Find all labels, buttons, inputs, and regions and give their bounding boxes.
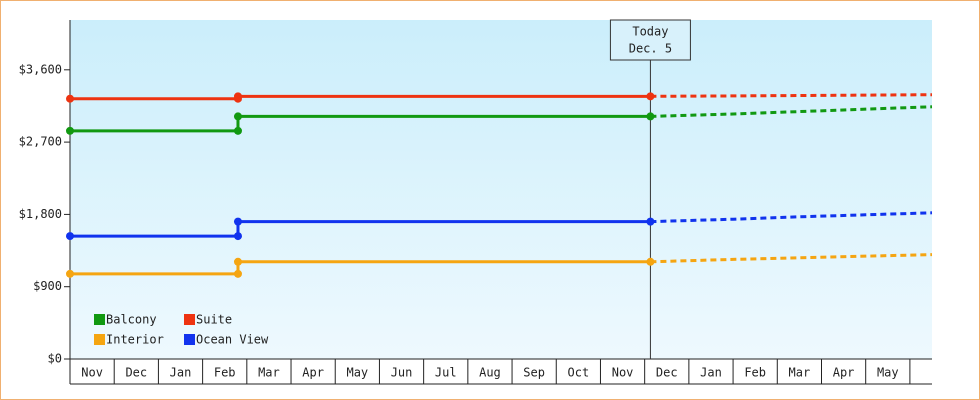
series-line	[70, 260, 651, 276]
legend-label: Ocean View	[196, 333, 269, 347]
x-tick-label: Dec	[656, 366, 678, 380]
point	[646, 112, 655, 121]
point	[233, 112, 242, 121]
x-tick-label: Jul	[435, 366, 457, 380]
x-tick-label: Apr	[833, 366, 855, 380]
x-tick-label: Jan	[170, 366, 192, 380]
y-tick-label: $1,800	[19, 207, 62, 221]
point	[646, 92, 655, 101]
point	[233, 269, 242, 278]
point	[646, 217, 655, 226]
today-label: Today	[632, 25, 668, 39]
y-tick-label: $2,700	[19, 135, 62, 149]
y-tick-label: $3,600	[19, 62, 62, 76]
x-tick-label: May	[877, 366, 899, 380]
legend-swatch	[94, 334, 105, 345]
x-tick-label: Nov	[612, 366, 634, 380]
point	[233, 92, 242, 101]
x-tick-label: Sep	[523, 366, 545, 380]
legend-swatch	[184, 334, 195, 345]
x-tick-label: Oct	[568, 366, 590, 380]
y-tick-label: $0	[48, 352, 62, 366]
series-line	[70, 220, 651, 238]
forecast-line	[650, 105, 933, 118]
today-label: Dec. 5	[629, 42, 672, 56]
point	[233, 217, 242, 226]
x-tick-label: Nov	[81, 366, 103, 380]
x-tick-label: Aug	[479, 366, 501, 380]
x-tick-label: Feb	[744, 366, 766, 380]
legend-swatch	[94, 314, 105, 325]
x-tick-label: Feb	[214, 366, 236, 380]
plot-area	[70, 20, 932, 359]
x-tick-label: Mar	[789, 366, 811, 380]
x-tick-label: Mar	[258, 366, 280, 380]
point	[646, 257, 655, 266]
point	[66, 269, 74, 278]
forecast-line	[650, 253, 933, 264]
legend-label: Balcony	[106, 313, 157, 327]
x-tick-label: Jan	[700, 366, 722, 380]
legend-swatch	[184, 314, 195, 325]
point	[233, 257, 242, 266]
legend-label: Suite	[196, 313, 232, 327]
x-tick-label: May	[346, 366, 368, 380]
y-tick-label: $900	[33, 279, 62, 293]
point	[66, 94, 74, 103]
point	[233, 232, 242, 241]
forecast-line	[650, 93, 933, 98]
point	[233, 126, 242, 135]
x-tick-label: Apr	[302, 366, 324, 380]
point	[66, 232, 74, 241]
today-box	[609, 19, 691, 61]
legend-label: Interior	[106, 333, 164, 347]
point	[66, 126, 74, 135]
x-tick-label: Jun	[391, 366, 413, 380]
forecast-line	[650, 211, 933, 224]
x-tick-label: Dec	[125, 366, 147, 380]
series-line	[70, 114, 651, 133]
